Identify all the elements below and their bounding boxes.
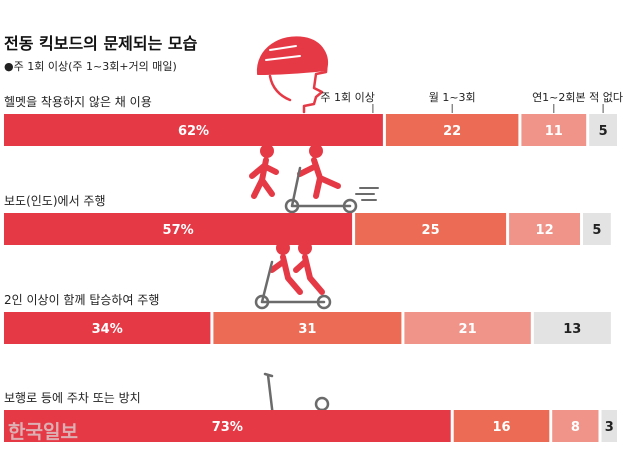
category-label: 2인 이상이 함께 탑승하여 주행 <box>4 292 159 307</box>
bar-value-label: 25 <box>422 223 440 238</box>
bar-value-label: 34% <box>92 322 123 337</box>
bar-segment <box>601 410 617 442</box>
legend-label: 연1~2회 <box>532 91 575 104</box>
pedestrian-and-scooter-rider-icon <box>249 144 379 214</box>
bar-segment <box>509 213 580 245</box>
bar-segment <box>404 312 531 344</box>
bar-value-label: 5 <box>599 124 608 139</box>
legend-label: 주 1회 이상 <box>320 91 374 104</box>
bar-value-label: 8 <box>571 420 580 435</box>
category-label: 헬멧을 착용하지 않은 채 이용 <box>4 95 152 109</box>
bar-value-label: 13 <box>563 322 581 337</box>
bar-value-label: 57% <box>163 223 194 238</box>
bar-value-label: 22 <box>443 124 461 139</box>
bar-segment <box>213 312 402 344</box>
bar-segment <box>552 410 599 442</box>
category-label: 보도(인도)에서 주행 <box>4 193 106 208</box>
two-riders-on-scooter-icon <box>254 241 332 310</box>
bar-segment <box>355 213 507 245</box>
bar-value-label: 5 <box>592 223 601 238</box>
bar-value-label: 73% <box>212 420 243 435</box>
bar-segment <box>521 114 587 146</box>
bar-value-label: 62% <box>178 124 209 139</box>
chart-subtitle: ●주 1회 이상(주 1~3회+거의 매일) <box>4 59 177 73</box>
bar-segment <box>533 312 611 344</box>
bar-segment <box>4 312 211 344</box>
chart-title: 전동 킥보드의 문제되는 모습 <box>4 34 198 53</box>
bar-value-label: 21 <box>459 322 477 337</box>
legend-label: 월 1~3회 <box>429 91 476 104</box>
bar-value-label: 3 <box>605 420 614 435</box>
bar-segment <box>385 114 519 146</box>
bar-segment <box>4 410 451 442</box>
bar-segment <box>4 213 353 245</box>
bar-value-label: 16 <box>492 420 510 435</box>
legend-label: 본 적 없다 <box>576 91 623 104</box>
bar-segment <box>453 410 550 442</box>
bar-value-label: 11 <box>545 124 563 139</box>
helmet-head-icon <box>256 36 328 114</box>
category-label: 보행로 등에 주차 또는 방치 <box>4 390 141 405</box>
bar-segment <box>4 114 383 146</box>
watermark: 한국일보 <box>8 421 78 443</box>
bar-value-label: 12 <box>536 223 554 238</box>
bar-segment <box>589 114 617 146</box>
bar-segment <box>583 213 611 245</box>
bar-value-label: 31 <box>298 322 316 337</box>
